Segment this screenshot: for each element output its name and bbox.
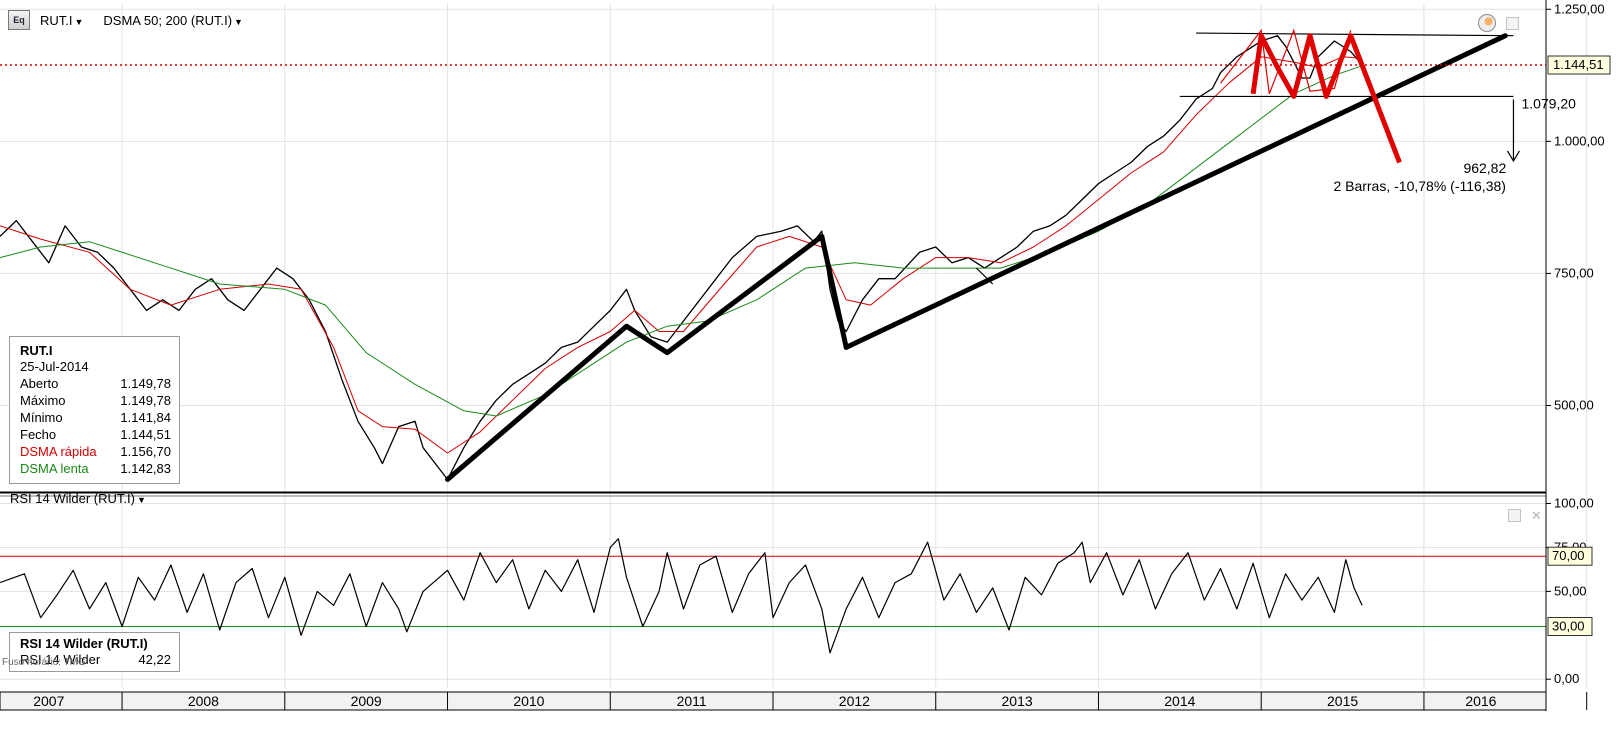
chart-type-icon[interactable]: Eq [8, 10, 30, 30]
rsi-grid [0, 503, 1546, 680]
measure-label: 2 Barras, -10,78% (-116,38) [1333, 178, 1506, 194]
pattern-projection[interactable] [1250, 33, 1402, 164]
info-value: 1.141,84 [120, 410, 171, 425]
maximize-pane-icon[interactable] [1506, 16, 1519, 30]
price-tick-label: 500,00 [1554, 397, 1594, 412]
info-row-dsma-slow: DSMA lenta 1.142,83 [20, 460, 171, 477]
chart-toolbar: Eq RUT.I ▼ DSMA 50; 200 (RUT.I) ▼ [8, 10, 243, 30]
price-tick-label: 750,00 [1554, 265, 1594, 280]
series-line-price [0, 35, 1363, 481]
info-symbol: RUT.I [20, 343, 53, 358]
chevron-down-icon: ▼ [136, 495, 146, 505]
maximize-pane-icon[interactable] [1508, 509, 1521, 522]
info-row-high: Máximo 1.149,78 [20, 392, 171, 409]
info-label: Aberto [20, 376, 59, 391]
rsi-reference-label: 30,00 [1552, 619, 1585, 634]
annotations-group: 1.079,20 962,82 2 Barras, -10,78% (-116,38… [445, 28, 1576, 482]
price-pane-controls [1478, 14, 1519, 32]
info-row-low: Mínimo 1.141,84 [20, 409, 171, 426]
rsi-reference-box [1547, 546, 1593, 566]
last-value-box [1547, 55, 1611, 75]
series-line-fast [0, 56, 1363, 454]
trendline-tick[interactable] [976, 267, 994, 285]
rsi-info-label: RSI 14 Wilder [20, 652, 101, 667]
trendline[interactable] [819, 233, 849, 350]
rsi-indicator-label: RSI 14 Wilder (RUT.I) [10, 491, 135, 506]
price-y-axis: 500,00 750,00 1.000,00 1.250,00 1.144,51 [0, 1, 1611, 412]
year-label: 2011 [677, 693, 707, 709]
year-label: 2009 [351, 693, 382, 709]
support-value-label: 1.079,20 [1521, 96, 1576, 112]
year-label: 2013 [1002, 693, 1033, 709]
info-label: Fecho [20, 427, 57, 442]
info-label: DSMA lenta [20, 461, 89, 476]
timezone-label: Fuso horário: TMG [2, 657, 86, 668]
trendline[interactable] [843, 33, 1508, 350]
clock-icon[interactable] [1478, 14, 1496, 32]
trendline[interactable] [664, 233, 825, 356]
rsi-tick-label: 0,00 [1554, 671, 1579, 686]
info-value: 1.142,83 [120, 461, 171, 476]
target-value-label: 962,82 [1463, 160, 1506, 176]
indicator-label: DSMA 50; 200 (RUT.I) [103, 12, 233, 28]
rsi-tick-label: 50,00 [1554, 583, 1587, 598]
trendline[interactable] [624, 323, 670, 356]
rsi-info-value: 42,22 [138, 652, 171, 667]
year-label: 2010 [513, 693, 544, 709]
resistance-line[interactable] [1196, 32, 1514, 37]
info-value: 1.156,70 [120, 444, 171, 459]
info-row-close: Fecho 1.144,51 [20, 426, 171, 443]
rsi-reference-box [1547, 617, 1593, 637]
info-value: 1.149,78 [120, 393, 171, 408]
chevron-down-icon: ▼ [234, 16, 243, 27]
price-tick-label: 1.000,00 [1554, 133, 1605, 148]
rsi-info-row: RSI 14 Wilder 42,22 [20, 651, 171, 668]
rsi-info-box: RSI 14 Wilder (RUT.I) RSI 14 Wilder 42,22 [9, 632, 180, 672]
year-label: 2008 [188, 693, 219, 709]
info-label: Máximo [20, 393, 66, 408]
arrow-head-icon [1506, 150, 1520, 163]
year-label: 2014 [1164, 693, 1195, 709]
info-row-dsma-fast: DSMA rápida 1.156,70 [20, 443, 171, 460]
info-value: 1.149,78 [120, 376, 171, 391]
price-tick-label: 1.250,00 [1554, 1, 1605, 16]
time-axis[interactable]: 2007 2008 2009 2010 2011 2012 2013 2014 2015 2016 [33, 692, 1588, 710]
info-date-row: 25-Jul-2014 [20, 358, 171, 375]
info-value: 1.144,51 [120, 427, 171, 442]
rsi-tick-label: 100,00 [1554, 496, 1594, 511]
info-label: Mínimo [20, 410, 63, 425]
chevron-down-icon: ▼ [74, 16, 84, 27]
close-pane-icon[interactable]: ✕ [1531, 508, 1542, 523]
rsi-info-title: RSI 14 Wilder (RUT.I) [20, 636, 148, 651]
info-row-open: Aberto 1.149,78 [20, 375, 171, 392]
symbol-selector[interactable]: RUT.I ▼ [40, 13, 83, 28]
info-label: DSMA rápida [20, 444, 97, 459]
rsi-pane-controls: ✕ [1508, 509, 1542, 522]
rsi-line [0, 538, 1363, 654]
rsi-series-group [0, 538, 1363, 654]
info-date: 25-Jul-2014 [20, 359, 89, 374]
pattern-outline[interactable] [1220, 28, 1352, 95]
rsi-reference-label: 70,00 [1552, 548, 1585, 563]
trendline[interactable] [445, 323, 630, 482]
symbol-label: RUT.I [40, 12, 73, 28]
year-label: 2012 [839, 693, 870, 709]
last-value-label: 1.144,51 [1553, 57, 1604, 72]
ohlc-info-box: RUT.I 25-Jul-2014 Aberto 1.149,78 Máximo 1… [9, 336, 180, 484]
indicator-selector[interactable]: DSMA 50; 200 (RUT.I) ▼ [103, 13, 243, 28]
year-label: 2015 [1327, 693, 1358, 709]
year-label: 2007 [33, 693, 64, 709]
year-label: 2016 [1465, 693, 1496, 709]
rsi-indicator-selector[interactable]: RSI 14 Wilder (RUT.I) ▼ [10, 491, 146, 506]
